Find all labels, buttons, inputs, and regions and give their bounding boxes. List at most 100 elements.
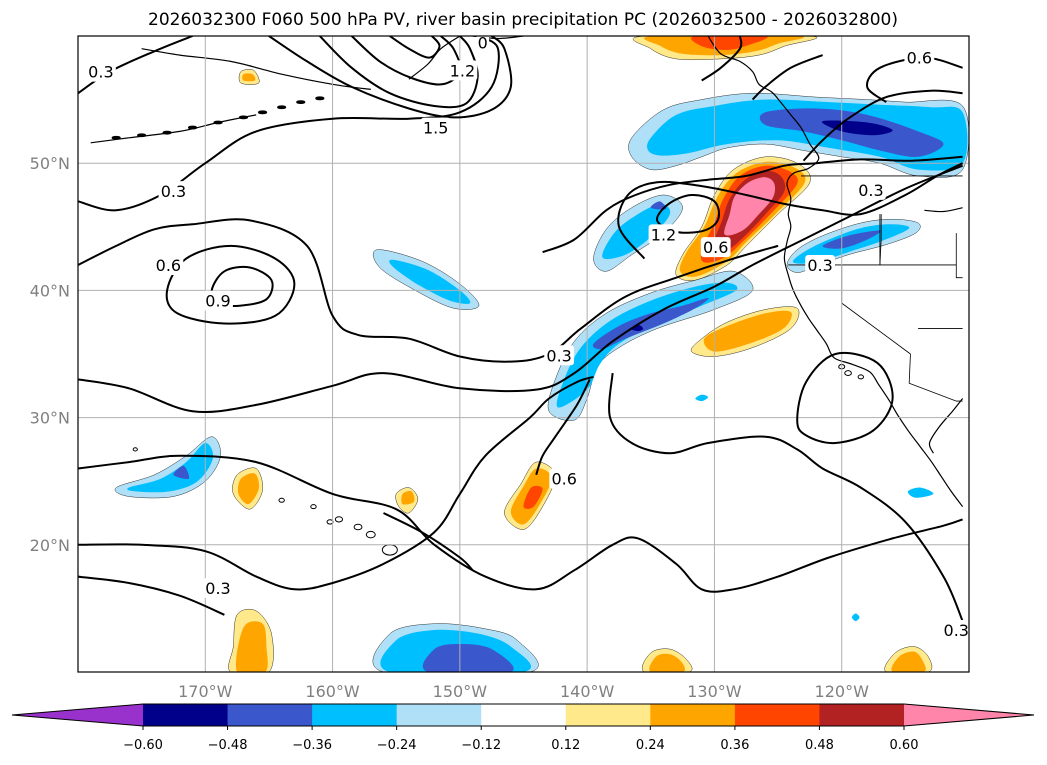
contour-label: 0.6 bbox=[703, 238, 728, 257]
precip-pc-region bbox=[891, 651, 926, 672]
contour-label-halo bbox=[700, 237, 731, 258]
colorbar-swatch bbox=[565, 704, 651, 726]
pv-contour bbox=[78, 375, 594, 591]
colorbar-tick-label: 0.60 bbox=[890, 738, 919, 753]
precip-pc-region bbox=[602, 203, 671, 260]
contour-label-halo bbox=[203, 290, 233, 311]
pv-contour bbox=[383, 512, 474, 571]
precip-pc-region bbox=[647, 99, 968, 171]
pv-contour bbox=[268, 36, 513, 119]
island bbox=[111, 135, 121, 140]
colorbar-tick-label: 0.36 bbox=[720, 738, 749, 753]
pv-contour bbox=[751, 54, 823, 101]
colorbar-tick-label: −0.48 bbox=[208, 738, 248, 753]
colorbar-extend-high bbox=[904, 704, 1034, 726]
coastline-segment bbox=[924, 207, 963, 213]
precip-pc-region bbox=[422, 644, 514, 672]
colorbar-swatch bbox=[819, 704, 905, 726]
pv-contour bbox=[78, 575, 225, 616]
island bbox=[365, 530, 376, 539]
pv-contour bbox=[78, 218, 779, 363]
colorbar-tick-label: 0.12 bbox=[551, 738, 580, 753]
pv-contour bbox=[617, 162, 964, 260]
precip-pc-region bbox=[389, 259, 471, 304]
y-tick-label: 40°N bbox=[30, 281, 70, 300]
colorbar-swatch bbox=[481, 704, 567, 726]
coastline-segment bbox=[141, 48, 371, 90]
precip-pc-region bbox=[703, 310, 792, 352]
precip-pc-region bbox=[724, 177, 776, 236]
precip-shading bbox=[114, 36, 969, 672]
island bbox=[137, 133, 147, 138]
colorbar-extend-low bbox=[12, 704, 143, 726]
colorbar-swatch bbox=[312, 704, 398, 726]
contour-label: 0.3 bbox=[807, 256, 832, 275]
border-line bbox=[908, 353, 963, 402]
contour-label: 0.3 bbox=[858, 181, 883, 200]
colorbar-swatch bbox=[734, 704, 820, 726]
contour-label: 0.9 bbox=[205, 292, 230, 311]
contour-label: 0.6 bbox=[907, 49, 932, 68]
island bbox=[277, 105, 287, 110]
precip-pc-region bbox=[907, 487, 934, 498]
precip-pc-region bbox=[235, 621, 268, 672]
contour-label-halo bbox=[544, 345, 575, 366]
x-tick-label: 150°W bbox=[433, 682, 488, 701]
precip-pc-region bbox=[401, 490, 415, 505]
x-tick-label: 170°W bbox=[178, 682, 233, 701]
colorbar-swatch bbox=[396, 704, 482, 726]
pv-contours bbox=[78, 36, 964, 622]
contour-label-halo bbox=[420, 117, 451, 138]
contour-label-halo bbox=[153, 254, 184, 275]
contour-label-halo bbox=[447, 60, 478, 81]
contour-label: 0.6 bbox=[156, 256, 181, 275]
pv-contour bbox=[701, 36, 743, 82]
border-line bbox=[879, 214, 882, 265]
coastline-segment bbox=[928, 398, 964, 454]
contour-label: 0.3 bbox=[88, 63, 113, 82]
pv-contour bbox=[78, 36, 500, 212]
contour-label: 1.2 bbox=[651, 225, 676, 244]
contour-label-halo bbox=[158, 181, 189, 202]
x-tick-label: 140°W bbox=[560, 682, 615, 701]
map-frame bbox=[77, 35, 970, 673]
pv-contour bbox=[608, 373, 964, 622]
island bbox=[310, 504, 317, 510]
island bbox=[278, 497, 285, 503]
contour-label: 0.6 bbox=[552, 470, 577, 489]
pv-contour bbox=[796, 352, 894, 445]
island bbox=[857, 374, 865, 380]
pv-contour bbox=[535, 378, 591, 476]
colorbar-swatch bbox=[650, 704, 736, 726]
colorbar-tick-label: −0.36 bbox=[292, 738, 332, 753]
precip-pc-region bbox=[127, 442, 214, 493]
x-tick-label: 120°W bbox=[815, 682, 870, 701]
precip-pc-region bbox=[242, 73, 256, 82]
island bbox=[238, 115, 249, 120]
precip-pc-region bbox=[523, 485, 543, 509]
x-tick-label: 130°W bbox=[687, 682, 742, 701]
island bbox=[162, 130, 172, 135]
contour-label: 0.3 bbox=[944, 621, 969, 640]
precip-pc-region bbox=[556, 282, 738, 408]
island bbox=[353, 523, 363, 531]
border-line bbox=[841, 264, 911, 355]
pv-contour bbox=[389, 36, 441, 59]
colorbar: −0.60 −0.48 −0.36 −0.24 −0.12 0.12 0.24 0.36 0.4… bbox=[11, 703, 1035, 753]
precip-pc-region bbox=[650, 201, 667, 210]
contour-label-halo bbox=[648, 224, 679, 245]
pv-contour bbox=[866, 56, 963, 103]
pv-contour bbox=[78, 164, 963, 414]
contour-label-halo bbox=[856, 179, 886, 200]
colorbar-tick-label: −0.12 bbox=[461, 738, 501, 753]
coastline-segment bbox=[707, 36, 964, 507]
colorbar-swatch bbox=[227, 704, 313, 726]
contour-label-halo bbox=[805, 254, 835, 275]
colorbar-swatch bbox=[143, 704, 229, 726]
y-tick-label: 50°N bbox=[30, 154, 70, 173]
pv-contour bbox=[165, 244, 296, 325]
y-tick-label: 20°N bbox=[30, 536, 70, 555]
contour-label: 1.2 bbox=[450, 61, 475, 80]
pv-contour bbox=[802, 89, 963, 162]
pv-contour bbox=[351, 36, 462, 86]
